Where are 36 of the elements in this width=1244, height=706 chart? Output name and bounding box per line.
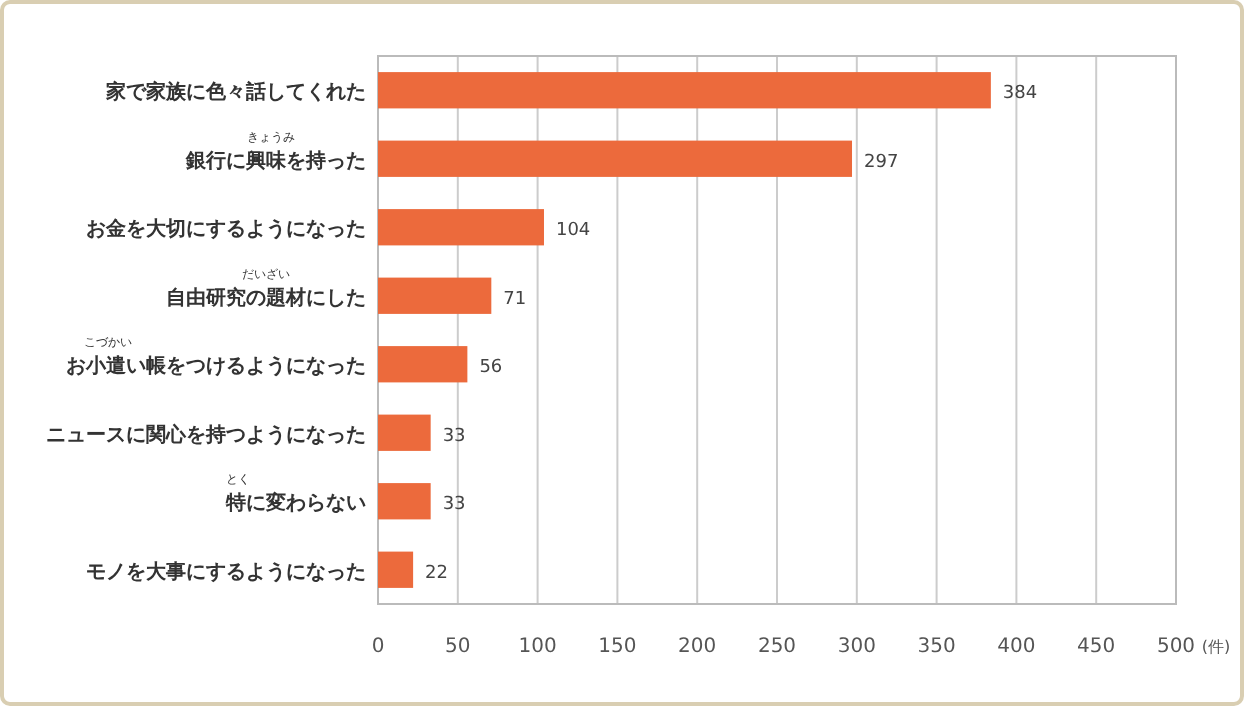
x-tick-label: 400 <box>997 636 1036 658</box>
data-label: 22 <box>425 563 449 584</box>
x-tick-label: 150 <box>598 636 637 658</box>
bar <box>378 209 544 246</box>
data-label: 33 <box>442 426 466 447</box>
bar <box>378 72 991 109</box>
y-tick-label: お金を大切にするようになった <box>86 217 366 242</box>
data-label: 71 <box>503 289 527 310</box>
data-label: 297 <box>864 152 899 173</box>
x-axis-title: (件) <box>1201 638 1231 656</box>
bar <box>378 346 468 383</box>
data-label: 104 <box>555 221 591 242</box>
bar <box>378 551 414 588</box>
y-tick-label: ニュースに関心を持つようになった <box>46 422 366 447</box>
x-tick-label: 250 <box>757 636 797 658</box>
y-tick-label: 家で家族に色々話してくれた <box>104 80 366 105</box>
x-tick-label: 50 <box>445 636 471 658</box>
data-label: 33 <box>442 495 466 516</box>
data-label: 56 <box>479 358 503 379</box>
x-tick-label: 100 <box>518 636 557 658</box>
x-tick-label: 0 <box>371 636 385 658</box>
y-tick-label: モノを大事にするようになった <box>86 559 366 584</box>
y-tick-label: お小遣い帳をつけるようになった <box>66 354 366 379</box>
bar <box>378 277 492 314</box>
x-tick-label: 300 <box>837 636 876 658</box>
y-tick-label: 特に変わらない <box>224 491 366 516</box>
y-tick-label: 銀行に興味を持った <box>184 148 366 173</box>
bar <box>378 414 431 451</box>
bar <box>378 140 853 177</box>
data-label: 384 <box>1002 84 1038 105</box>
x-tick-label: 500 <box>1156 636 1196 658</box>
x-tick-label: 450 <box>1077 636 1116 658</box>
x-tick-label: 200 <box>678 636 717 658</box>
x-tick-label: 350 <box>917 636 956 658</box>
bar <box>378 483 431 520</box>
y-tick-label: 自由研究の題材にした <box>166 285 366 310</box>
